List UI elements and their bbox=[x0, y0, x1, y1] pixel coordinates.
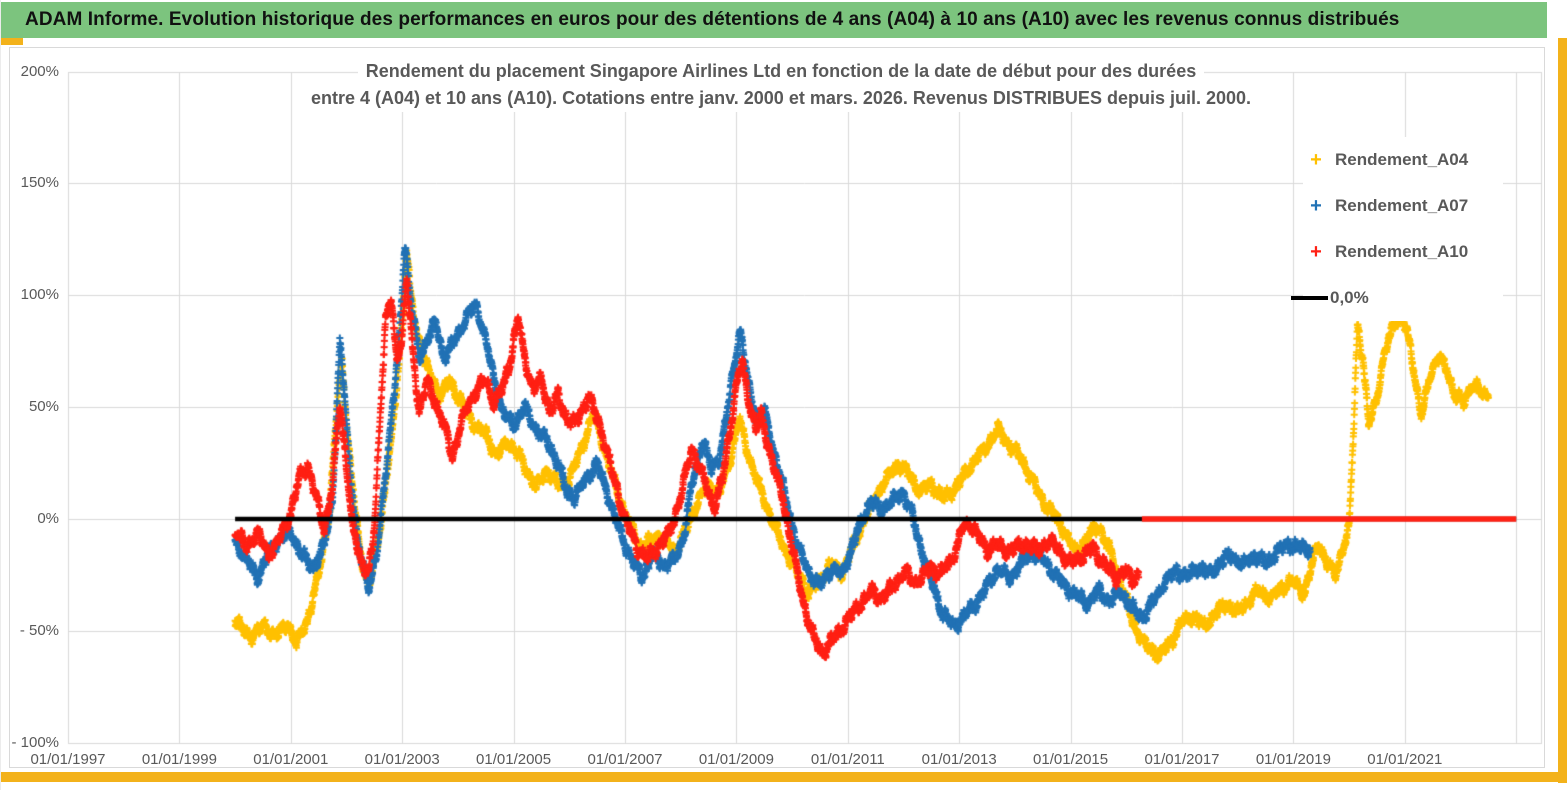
y-axis-tick-label: 100% bbox=[20, 286, 59, 304]
legend-item-rendement-a07[interactable]: + Rendement_A07 bbox=[1303, 183, 1503, 229]
legend-label: Rendement_A07 bbox=[1335, 196, 1469, 215]
x-axis-tick-label: 01/01/2007 bbox=[587, 751, 663, 768]
x-axis-tick-label: 01/01/1997 bbox=[30, 751, 106, 768]
plus-marker-icon: + bbox=[1310, 149, 1322, 171]
legend-item-rendement-a04[interactable]: + Rendement_A04 bbox=[1303, 137, 1503, 183]
x-axis-tick-label: 01/01/2019 bbox=[1255, 751, 1331, 768]
y-axis-tick-label: - 50% bbox=[19, 621, 59, 639]
y-axis-tick-label: - 100% bbox=[11, 733, 59, 751]
legend-item-zero-line[interactable]: 0,0% bbox=[1291, 275, 1503, 321]
legend-label: 0,0% bbox=[1330, 288, 1369, 307]
legend-label: Rendement_A10 bbox=[1335, 242, 1469, 261]
x-axis-tick-label: 01/01/2015 bbox=[1033, 751, 1109, 768]
y-axis-tick-label: 150% bbox=[20, 174, 59, 192]
y-axis-tick-label: 200% bbox=[20, 62, 59, 80]
x-axis-tick-label: 01/01/2001 bbox=[253, 751, 329, 768]
x-axis-tick-label: 01/01/2009 bbox=[698, 751, 774, 768]
x-axis-tick-label: 01/01/2003 bbox=[364, 751, 440, 768]
x-axis-tick-label: 01/01/2011 bbox=[810, 751, 885, 768]
zero-line-icon bbox=[1291, 296, 1328, 300]
chart-legend: + Rendement_A04 + Rendement_A07 + Rendem… bbox=[1291, 137, 1503, 321]
x-axis-tick-label: 01/01/2013 bbox=[921, 751, 997, 768]
legend-item-rendement-a10[interactable]: + Rendement_A10 bbox=[1303, 229, 1503, 275]
x-axis-tick-label: 01/01/2005 bbox=[476, 751, 552, 768]
plus-marker-icon: + bbox=[1310, 241, 1322, 263]
legend-label: Rendement_A04 bbox=[1335, 150, 1469, 169]
x-axis-tick-label: 01/01/2017 bbox=[1144, 751, 1220, 768]
x-axis-tick-label: 01/01/2021 bbox=[1367, 751, 1443, 768]
y-axis-tick-label: 50% bbox=[28, 398, 59, 416]
y-axis-tick-label: 0% bbox=[37, 510, 59, 527]
x-axis-tick-label: 01/01/1999 bbox=[141, 751, 217, 768]
plus-marker-icon: + bbox=[1310, 195, 1322, 217]
